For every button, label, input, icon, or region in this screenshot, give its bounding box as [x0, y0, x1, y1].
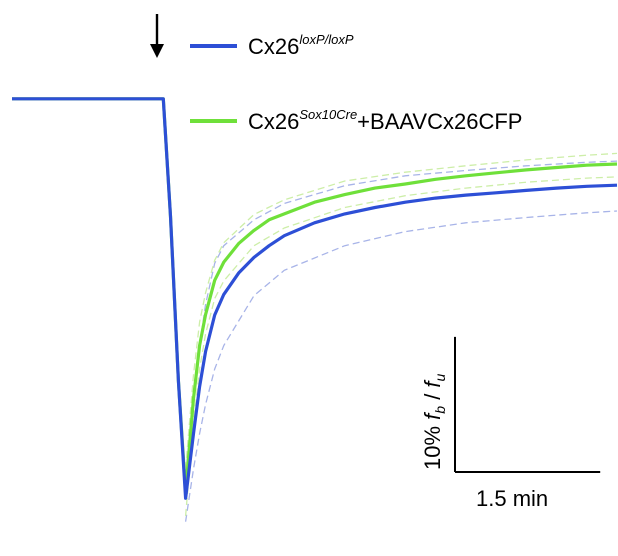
scale-bar-y-label: 10% fb / fu — [420, 373, 448, 470]
series-line-0 — [12, 97, 618, 500]
scale-bar: 1.5 min 10% fb / fu — [420, 336, 601, 511]
legend-label-0: Cx26loxP/loxP — [248, 32, 354, 59]
error-band-0 — [184, 210, 618, 522]
error-bands — [184, 152, 618, 522]
scale-bar-x-label: 1.5 min — [476, 486, 548, 511]
data-series — [12, 97, 618, 500]
error-band-1 — [184, 160, 618, 475]
legend-label-1: Cx26Sox10Cre+BAAVCx26CFP — [248, 107, 522, 134]
series-line-1 — [12, 97, 618, 494]
error-band-3 — [184, 152, 618, 469]
legend: Cx26loxP/loxP Cx26Sox10Cre+BAAVCx26CFP — [190, 32, 522, 134]
error-band-2 — [184, 176, 618, 516]
stimulus-arrow-icon — [150, 14, 164, 58]
